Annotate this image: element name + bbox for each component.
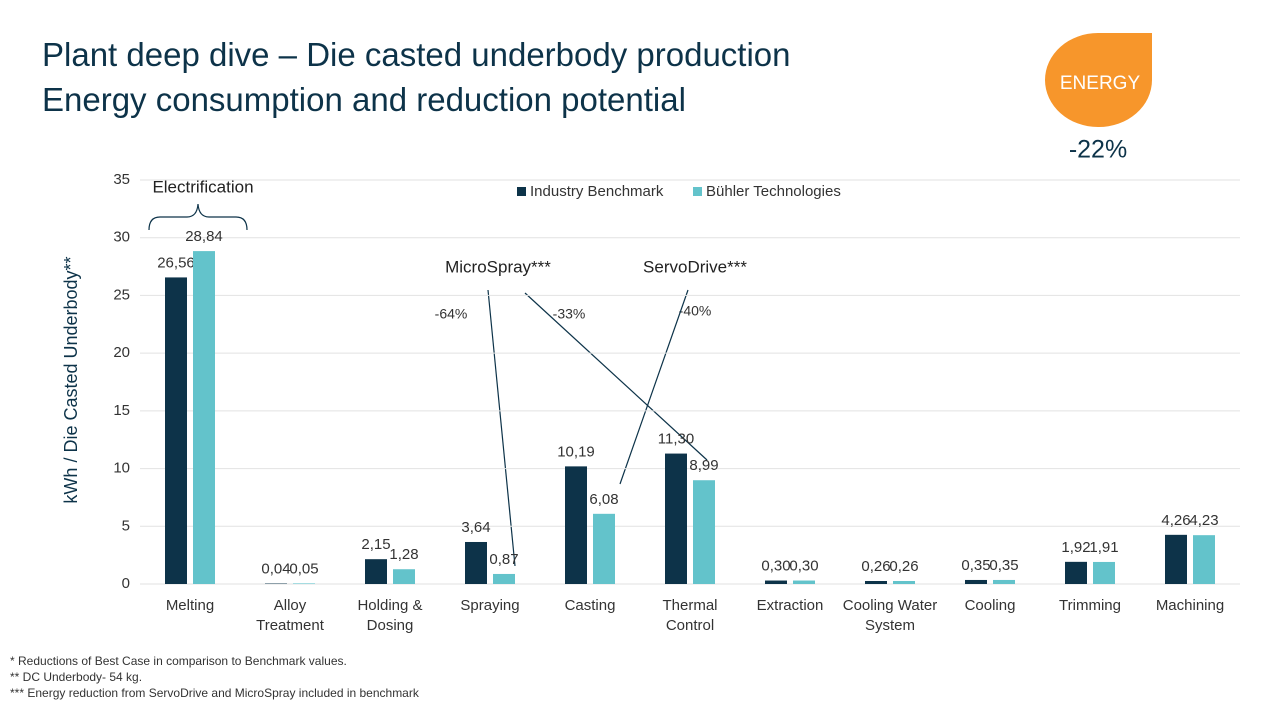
y-tick-label: 30 — [113, 229, 130, 246]
y-tick-label: 0 — [122, 575, 130, 592]
bar — [193, 251, 215, 584]
y-tick-label: 10 — [113, 460, 130, 477]
value-label: 0,87 — [489, 551, 518, 568]
value-label: 4,23 — [1189, 512, 1218, 529]
bar — [493, 573, 515, 584]
bar — [765, 580, 787, 584]
bar — [1093, 561, 1115, 584]
badge-shape — [1045, 33, 1152, 128]
x-tick-label: Casting — [565, 597, 616, 614]
bar — [1065, 561, 1087, 584]
bar — [665, 453, 687, 584]
bar — [165, 277, 187, 584]
value-label: 1,92 — [1061, 539, 1090, 556]
legend-label: Bühler Technologies — [706, 183, 841, 200]
value-label: 0,26 — [889, 558, 918, 575]
x-tick-label: Alloy Treatment — [256, 597, 325, 634]
bar — [465, 541, 487, 584]
bar — [593, 513, 615, 584]
legend-swatch — [693, 187, 702, 196]
y-tick-label: 5 — [122, 517, 130, 534]
value-label: 2,15 — [361, 536, 390, 553]
y-tick-label: 35 — [113, 171, 130, 188]
bar — [393, 569, 415, 584]
value-label: 0,04 — [261, 561, 290, 578]
value-label: 10,19 — [557, 443, 595, 460]
bar — [565, 466, 587, 584]
title-line: Plant deep dive – Die casted underbody p… — [42, 36, 791, 73]
annotation: Electrification — [152, 177, 253, 196]
title-line: Energy consumption and reduction potenti… — [42, 81, 686, 118]
annotation: ServoDrive*** — [643, 257, 747, 276]
x-tick-label: Thermal Control — [662, 597, 717, 634]
bar — [893, 580, 915, 584]
value-label: 26,56 — [157, 254, 195, 271]
value-label: 1,91 — [1089, 539, 1118, 556]
bar — [793, 580, 815, 584]
bar — [693, 480, 715, 584]
value-label: 0,05 — [289, 560, 318, 577]
value-label: 8,99 — [689, 457, 718, 474]
bar — [865, 580, 887, 584]
value-label: 11,30 — [658, 431, 694, 448]
annotation-line — [619, 289, 689, 485]
bar — [1165, 534, 1187, 584]
value-label: 0,35 — [989, 557, 1018, 574]
brace — [148, 203, 248, 231]
bar — [965, 579, 987, 584]
value-label: 28,84 — [185, 228, 223, 245]
value-label: 1,28 — [389, 546, 418, 563]
value-label: 6,08 — [589, 491, 618, 508]
legend-swatch — [517, 187, 526, 196]
x-tick-label: Cooling — [965, 597, 1016, 614]
x-tick-label: Holding & Dosing — [357, 597, 422, 634]
annotation: -33% — [553, 306, 586, 322]
value-label: 4,26 — [1161, 512, 1190, 529]
x-tick-label: Cooling Water System — [843, 597, 937, 634]
x-tick-label: Extraction — [757, 597, 824, 614]
value-label: 0,35 — [961, 557, 990, 574]
annotation: -64% — [435, 306, 468, 322]
x-tick-label: Trimming — [1059, 597, 1121, 614]
value-label: 3,64 — [461, 519, 490, 536]
x-tick-label: Melting — [166, 597, 214, 614]
footnote: ** DC Underbody- 54 kg. — [10, 670, 142, 684]
annotation-line — [487, 289, 516, 567]
annotation: -40% — [679, 303, 712, 319]
y-tick-label: 25 — [113, 286, 130, 303]
bar — [293, 583, 315, 584]
badge-label: ENERGY — [1060, 73, 1141, 94]
value-label: 0,26 — [861, 558, 890, 575]
y-tick-label: 20 — [113, 344, 130, 361]
bar — [993, 579, 1015, 584]
x-tick-label: Spraying — [460, 597, 519, 614]
footnote: *** Energy reduction from ServoDrive and… — [10, 686, 420, 700]
bar — [1193, 535, 1215, 584]
x-tick-label: Machining — [1156, 597, 1224, 614]
bar — [365, 559, 387, 584]
annotation: MicroSpray*** — [445, 257, 551, 276]
y-axis-label: kWh / Die Casted Underbody** — [61, 256, 81, 503]
value-label: 0,30 — [761, 558, 790, 575]
footnote: * Reductions of Best Case in comparison … — [10, 654, 347, 668]
y-tick-label: 15 — [113, 402, 130, 419]
value-label: 0,30 — [789, 558, 818, 575]
legend-label: Industry Benchmark — [530, 183, 664, 200]
annotation-line — [524, 292, 708, 461]
badge-change: -22% — [1069, 136, 1127, 164]
